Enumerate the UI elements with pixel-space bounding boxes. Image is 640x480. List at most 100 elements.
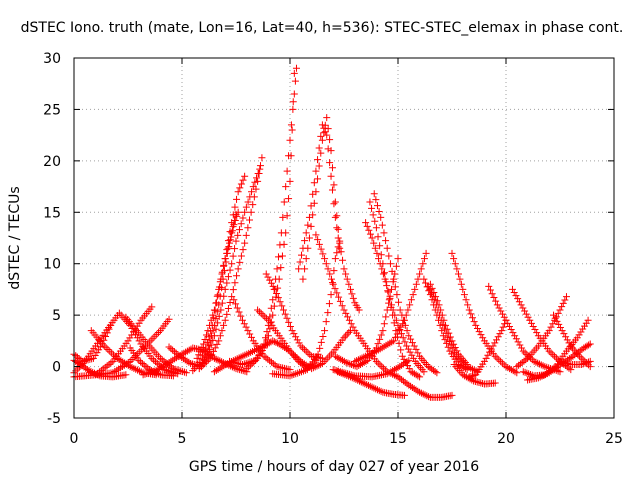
data-point <box>331 285 339 293</box>
data-point <box>417 265 425 273</box>
data-point <box>390 319 398 327</box>
data-point <box>438 311 446 319</box>
data-point <box>210 347 218 355</box>
data-point <box>249 201 257 209</box>
data-point <box>520 357 528 365</box>
data-point <box>394 255 402 263</box>
data-point <box>333 353 341 361</box>
data-point <box>562 293 570 301</box>
data-point <box>244 198 252 206</box>
data-point <box>401 359 409 367</box>
data-point <box>354 356 362 364</box>
data-point <box>390 366 398 374</box>
data-point <box>404 306 412 314</box>
data-point <box>547 349 555 357</box>
data-point <box>559 299 567 307</box>
data-point <box>504 364 512 372</box>
data-point <box>295 265 303 273</box>
data-point <box>330 181 338 189</box>
data-point <box>385 252 393 260</box>
y-axis-label: dSTEC / TECUs <box>7 186 23 289</box>
data-point <box>405 381 413 389</box>
data-point <box>504 319 512 327</box>
data-point <box>210 306 218 314</box>
data-point <box>342 309 350 317</box>
data-point <box>414 387 422 395</box>
data-point <box>423 392 431 400</box>
data-point <box>389 311 397 319</box>
x-tick-label: 20 <box>497 431 515 447</box>
data-point <box>315 144 323 152</box>
x-tick-label: 10 <box>281 431 299 447</box>
data-point <box>385 299 393 307</box>
data-point <box>215 285 223 293</box>
data-point <box>345 328 353 336</box>
data-point <box>492 297 500 305</box>
data-point <box>387 368 395 376</box>
data-point <box>518 358 526 366</box>
data-point <box>549 351 557 359</box>
data-point <box>254 306 262 314</box>
y-tick-label: 25 <box>43 102 61 118</box>
data-point <box>535 360 543 368</box>
data-point <box>524 313 532 321</box>
data-point <box>102 344 110 352</box>
data-point <box>573 334 581 342</box>
data-point <box>208 332 216 340</box>
data-point <box>107 321 115 329</box>
data-point <box>242 323 250 331</box>
data-point <box>382 237 390 245</box>
data-point <box>130 328 138 336</box>
data-point <box>246 193 254 201</box>
data-point <box>575 331 583 339</box>
data-point <box>506 365 514 373</box>
data-point <box>405 356 413 364</box>
data-point <box>385 369 393 377</box>
data-point <box>286 347 294 355</box>
data-point <box>354 376 362 384</box>
data-point <box>328 186 336 194</box>
data-point <box>347 320 355 328</box>
data-point <box>586 340 594 348</box>
data-point <box>218 327 226 335</box>
data-point <box>410 342 418 350</box>
data-point <box>335 354 343 362</box>
data-point <box>514 338 522 346</box>
data-point <box>277 229 285 237</box>
data-point <box>75 355 83 363</box>
data-point <box>523 369 531 377</box>
data-series <box>70 321 115 365</box>
data-point <box>237 180 245 188</box>
data-point <box>408 383 416 391</box>
data-point <box>376 242 384 250</box>
data-point <box>297 342 305 350</box>
data-point <box>430 289 438 297</box>
data-point <box>321 327 329 335</box>
data-point <box>233 212 241 220</box>
data-point <box>398 361 406 369</box>
data-point <box>302 347 310 355</box>
data-point <box>275 340 283 348</box>
data-point <box>453 265 461 273</box>
data-point <box>399 377 407 385</box>
data-point <box>231 203 239 211</box>
data-point <box>419 390 427 398</box>
data-point <box>396 362 404 370</box>
data-point <box>394 364 402 372</box>
data-point <box>318 136 326 144</box>
data-point <box>526 316 534 324</box>
data-point <box>287 121 295 129</box>
data-point <box>537 361 545 369</box>
data-point <box>301 265 309 273</box>
data-point <box>368 234 376 242</box>
data-point <box>388 267 396 275</box>
data-point <box>366 382 374 390</box>
data-point <box>419 260 427 268</box>
data-point <box>285 318 293 326</box>
data-point <box>395 327 403 335</box>
data-point <box>282 183 290 191</box>
data-point <box>315 162 323 170</box>
data-point <box>228 363 236 371</box>
data-point <box>505 322 513 330</box>
data-point <box>465 363 473 371</box>
